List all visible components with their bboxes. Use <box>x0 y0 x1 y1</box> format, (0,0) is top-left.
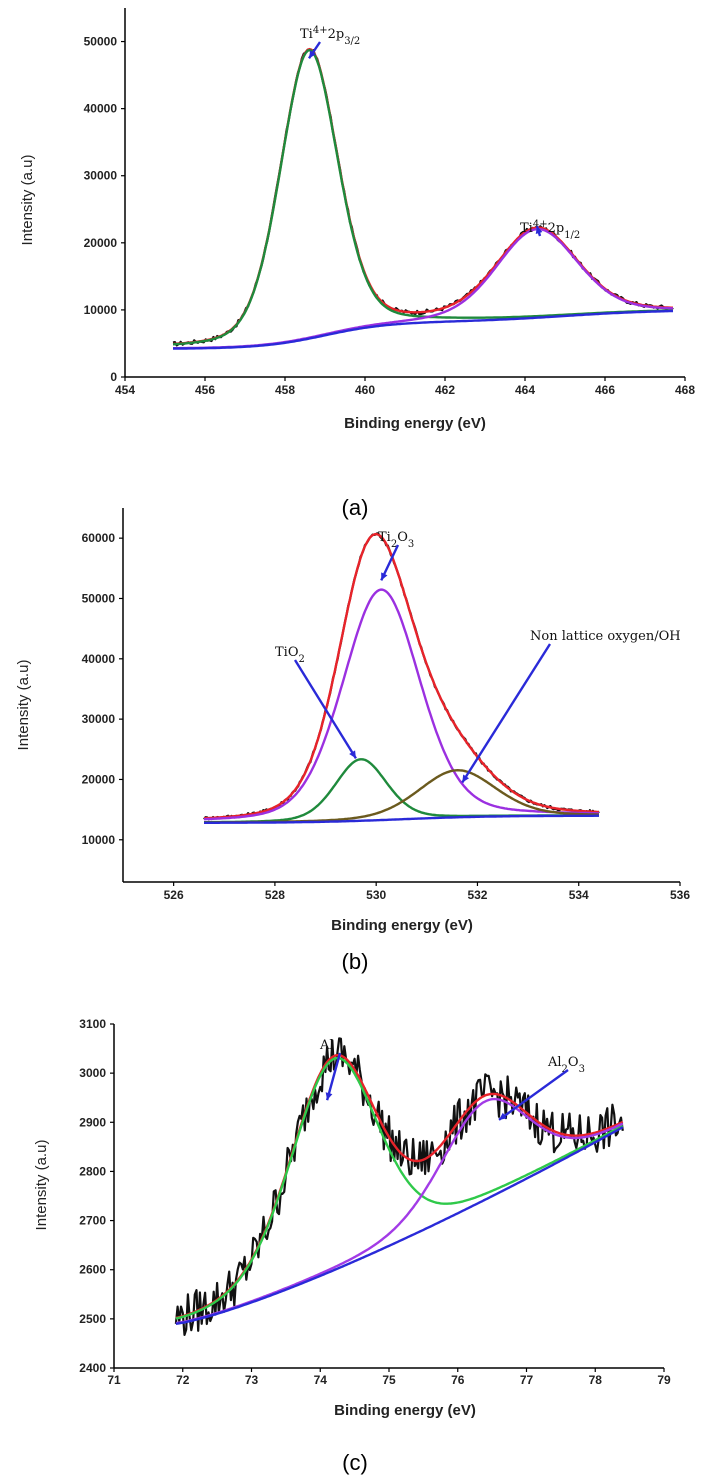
panel-b-x-tick-label: 526 <box>164 888 184 902</box>
panel-a-y-tick-label: 10000 <box>84 303 118 317</box>
panel-b-y-tick-label: 60000 <box>82 531 116 545</box>
panel-b-annotation: Ti2O3 <box>378 530 414 550</box>
panel-c-x-tick-label: 71 <box>107 1373 121 1387</box>
panel-a-x-tick-label: 454 <box>115 383 135 397</box>
panel-b-x-tick-label: 530 <box>366 888 386 902</box>
panel-c-series-envelope-fit <box>175 1054 624 1319</box>
panel-b-y-tick-label: 50000 <box>82 591 116 605</box>
panel-c-x-tick-label: 73 <box>245 1373 259 1387</box>
panel-c-y-tick-label: 2700 <box>79 1214 106 1228</box>
panel-a-x-tick-label: 464 <box>515 383 535 397</box>
panel-a-y-tick-label: 20000 <box>84 236 118 250</box>
panel-b-series-raw-data <box>203 532 600 821</box>
panel-b-series-envelope-fit <box>203 532 599 820</box>
panel-b: 526 528 530 532 534 536 10000 20000 30000 40000 5… <box>15 508 690 974</box>
panel-a-annotation-arrowhead <box>535 226 543 234</box>
panel-a-series-raw-data <box>172 48 674 347</box>
panel-a-y-tick-label: 50000 <box>84 35 118 49</box>
panel-c-x-tick-label: 78 <box>589 1373 603 1387</box>
panel-b-x-tick-label: 528 <box>265 888 285 902</box>
panel-b-y-tick-label: 30000 <box>82 712 116 726</box>
panel-c-annotation: Al <box>319 1038 334 1053</box>
panel-b-annotation-arrowhead <box>462 774 470 783</box>
panel-b-y-tick-label: 20000 <box>82 772 116 786</box>
panel-c-y-tick-label: 2800 <box>79 1164 106 1178</box>
panel-c-x-tick-label: 76 <box>451 1373 465 1387</box>
panel-a-y-tick-label: 30000 <box>84 169 118 183</box>
panel-c-series-raw-data <box>174 1037 624 1336</box>
panel-a-annotation: Ti4+2p1/2 <box>520 219 580 241</box>
panel-a-x-tick-label: 458 <box>275 383 295 397</box>
panel-a-y-label: Intensity (a.u) <box>19 155 36 246</box>
panel-c-annotation-arrow <box>325 1052 342 1101</box>
panel-b-x-tick-label: 532 <box>467 888 487 902</box>
panel-b-y-tick-label: 40000 <box>82 652 116 666</box>
panel-a-x-tick-label: 466 <box>595 383 615 397</box>
panel-a-x-tick-label: 468 <box>675 383 695 397</box>
panel-a: 454 456 458 460 462 464 466 468 0 10000 20000 3000… <box>19 8 695 520</box>
panel-b-x-tick-label: 536 <box>670 888 690 902</box>
panel-c: 71 72 73 74 75 76 77 78 79 2400 2500 2600 2700 2800 2… <box>33 1017 671 1475</box>
panel-c-caption: (c) <box>342 1450 368 1475</box>
panel-c-x-tick-label: 77 <box>520 1373 534 1387</box>
panel-c-x-tick-label: 72 <box>176 1373 190 1387</box>
panel-b-annotation: TiO2 <box>275 645 305 665</box>
panel-a-x-tick-label: 460 <box>355 383 375 397</box>
panel-c-y-tick-label: 2900 <box>79 1115 106 1129</box>
panel-a-annotation-arrowhead <box>309 50 316 59</box>
panel-b-caption: (b) <box>342 949 369 974</box>
panel-a-caption: (a) <box>342 495 369 520</box>
panel-c-y-tick-label: 2500 <box>79 1312 106 1326</box>
panel-c-x-tick-label: 74 <box>314 1373 328 1387</box>
panel-c-annotation-arrow <box>498 1069 569 1121</box>
panel-b-y-label: Intensity (a.u) <box>15 660 32 751</box>
panel-c-y-tick-label: 3100 <box>79 1017 106 1031</box>
panel-a-y-tick-label: 40000 <box>84 102 118 116</box>
panel-b-annotation-arrow <box>293 659 357 759</box>
panel-c-series-background <box>175 1126 624 1325</box>
panel-c-annotation-arrowhead <box>499 1112 507 1120</box>
panel-a-series-background <box>173 309 673 350</box>
panel-a-x-tick-label: 456 <box>195 383 215 397</box>
panel-c-y-tick-label: 2600 <box>79 1263 106 1277</box>
panel-b-annotation-arrowhead <box>381 572 388 581</box>
panel-b-series-background <box>204 814 599 824</box>
panel-a-annotation: Ti4+2p3/2 <box>300 25 360 47</box>
panel-b-x-label: Binding energy (eV) <box>331 917 473 934</box>
panel-b-annotation-arrow <box>461 643 552 784</box>
panel-a-series-ti-2p3-2-component <box>172 48 674 346</box>
panel-a-x-label: Binding energy (eV) <box>344 415 486 432</box>
panel-c-x-label: Binding energy (eV) <box>334 1402 476 1419</box>
panel-c-series-al-component <box>175 1056 624 1320</box>
panel-a-series-ti-2p1-2-component <box>173 227 674 350</box>
panel-b-annotation: Non lattice oxygen/OH <box>530 629 681 644</box>
panel-b-y-tick-label: 10000 <box>82 833 116 847</box>
panel-c-annotation-arrowhead <box>325 1092 333 1101</box>
panel-c-x-tick-label: 75 <box>382 1373 396 1387</box>
panel-a-x-tick-label: 462 <box>435 383 455 397</box>
panel-b-series-ti2o3-component <box>204 588 599 821</box>
panel-a-y-tick-label: 0 <box>110 370 117 384</box>
panel-c-y-tick-label: 3000 <box>79 1066 106 1080</box>
panel-b-annotation-arrowhead <box>349 750 356 759</box>
panel-c-y-label: Intensity (a.u) <box>33 1140 50 1231</box>
panel-c-y-tick-label: 2400 <box>79 1361 106 1375</box>
panel-b-x-tick-label: 534 <box>569 888 589 902</box>
panel-a-series-envelope-fit <box>172 47 673 346</box>
panel-c-x-tick-label: 79 <box>657 1373 671 1387</box>
panel-c-annotation: Al2O3 <box>547 1055 585 1075</box>
